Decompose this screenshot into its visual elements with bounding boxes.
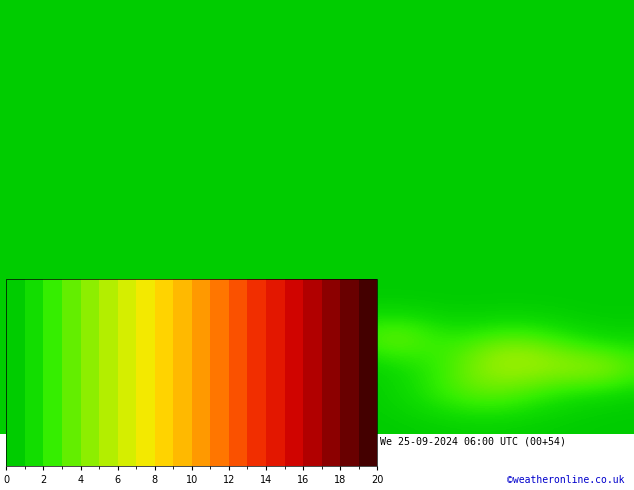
Text: Height 500 hPa Spread mean+σ [gpdm]  ECMWF: Height 500 hPa Spread mean+σ [gpdm] ECMW… [6, 437, 258, 446]
Text: ©weatheronline.co.uk: ©weatheronline.co.uk [507, 475, 624, 486]
Text: We 25-09-2024 06:00 UTC (00+54): We 25-09-2024 06:00 UTC (00+54) [380, 437, 566, 446]
